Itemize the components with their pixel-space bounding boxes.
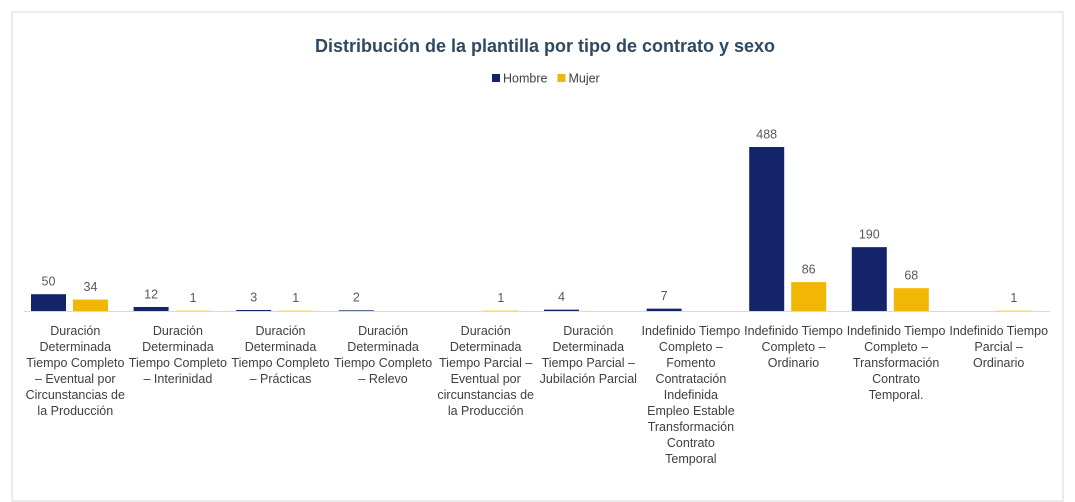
legend-swatch [557, 74, 566, 82]
bar [73, 299, 108, 311]
bar [851, 247, 887, 311]
value-label: 3 [250, 290, 257, 304]
value-label: 1 [190, 291, 197, 305]
value-label: 34 [84, 280, 98, 294]
value-label: 1 [1010, 291, 1017, 305]
value-label: 2 [353, 291, 360, 305]
bar [338, 310, 374, 311]
legend-swatch [492, 74, 500, 82]
value-label: 86 [802, 262, 816, 276]
value-label: 12 [144, 287, 158, 301]
value-label: 7 [661, 289, 668, 303]
x-tick-label: Duración Determinada Tiempo Completo – E… [25, 324, 125, 418]
value-label: 190 [859, 227, 880, 241]
x-tick-label: Duración Determinada Tiempo Completo – R… [334, 324, 433, 386]
bar [133, 306, 169, 311]
chart-title: Distribución de la plantilla por tipo de… [315, 36, 775, 56]
bar [893, 288, 929, 311]
value-label: 50 [42, 274, 56, 288]
x-tick-label: Duración Determinada Tiempo Completo – I… [128, 324, 227, 386]
x-tick-label: Duración Determinada Tiempo Completo – P… [231, 324, 330, 386]
value-label: 4 [558, 290, 565, 304]
x-tick-label: Indefinido Tiempo Completo – Transformac… [846, 324, 946, 402]
value-label: 1 [292, 291, 299, 305]
x-tick-label: Indefinido Tiempo Parcial – Ordinario [949, 324, 1049, 370]
value-label: 1 [497, 291, 504, 305]
x-tick-label: Indefinido Tiempo Completo – Fomento Con… [641, 324, 741, 466]
bar [749, 147, 785, 311]
value-label: 68 [904, 268, 918, 282]
bar [31, 294, 66, 311]
x-tick-label: Duración Determinada Tiempo Parcial – Ev… [437, 324, 534, 418]
chart-border [11, 11, 1064, 502]
legend-label: Mujer [568, 71, 599, 85]
x-tick-label: Duración Determinada Tiempo Parcial – Ju… [539, 324, 637, 386]
bar [544, 309, 579, 311]
value-label: 488 [756, 127, 777, 141]
bar [646, 308, 682, 311]
legend-label: Hombre [503, 71, 548, 85]
x-tick-label: Indefinido Tiempo Completo – Ordinario [744, 324, 843, 370]
bar [236, 309, 272, 311]
bar [791, 282, 827, 311]
